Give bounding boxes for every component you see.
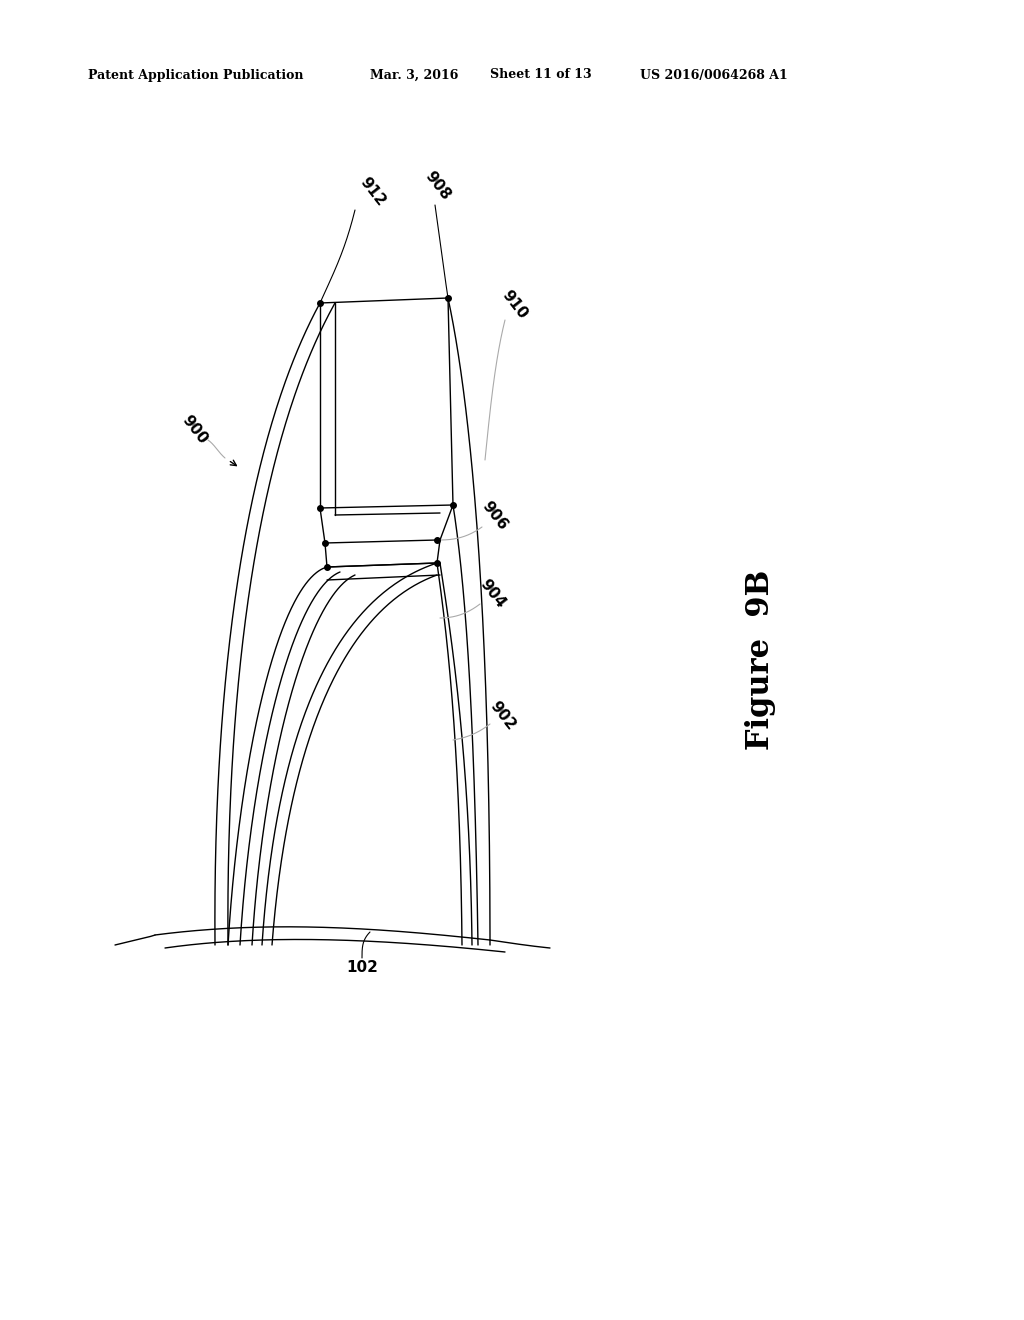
Text: Patent Application Publication: Patent Application Publication — [88, 69, 303, 82]
Text: US 2016/0064268 A1: US 2016/0064268 A1 — [640, 69, 787, 82]
Text: 902: 902 — [487, 698, 519, 733]
Text: Sheet 11 of 13: Sheet 11 of 13 — [490, 69, 592, 82]
Text: 910: 910 — [500, 288, 530, 322]
Text: Figure  9B: Figure 9B — [744, 570, 775, 750]
Text: Mar. 3, 2016: Mar. 3, 2016 — [370, 69, 459, 82]
Text: 906: 906 — [479, 499, 511, 533]
Text: 904: 904 — [477, 577, 509, 611]
Text: 908: 908 — [422, 169, 454, 203]
Text: 900: 900 — [179, 413, 211, 447]
Text: 102: 102 — [346, 961, 378, 975]
Text: 912: 912 — [357, 174, 389, 209]
